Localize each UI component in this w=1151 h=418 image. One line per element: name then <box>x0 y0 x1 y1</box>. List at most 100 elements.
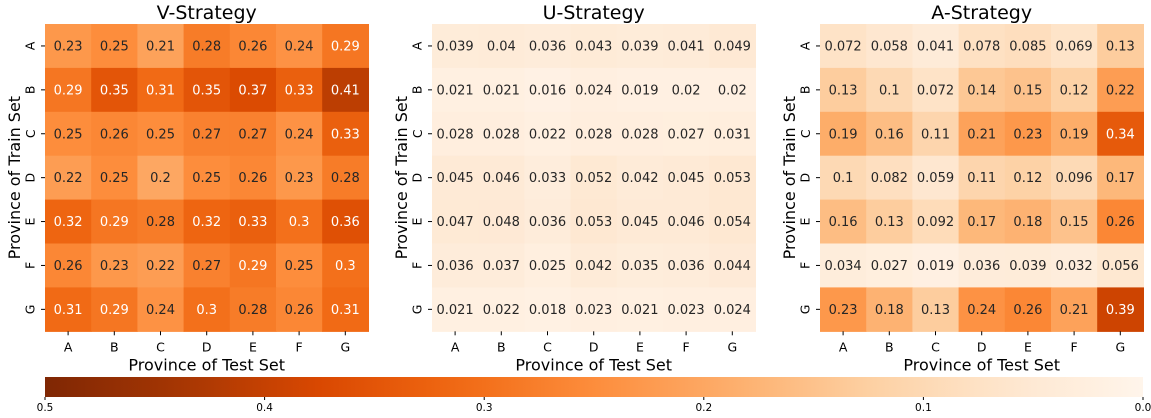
heatmap-cell <box>183 24 231 69</box>
x-tick-label: E <box>249 339 257 354</box>
cell-value-label: 0.24 <box>285 127 314 142</box>
cell-value-label: 0.23 <box>829 303 858 318</box>
heatmap-cell <box>524 287 572 332</box>
y-axis-label: Province of Train Set <box>392 96 411 259</box>
cell-value-label: 0.22 <box>1106 83 1135 98</box>
cell-value-label: 0.072 <box>824 39 861 54</box>
cell-value-label: 0.17 <box>1106 171 1135 186</box>
y-tick-label: B <box>410 86 425 95</box>
heatmap-cell <box>478 111 525 157</box>
cell-value-label: 0.24 <box>146 303 175 318</box>
cell-value-label: 0.045 <box>621 215 658 230</box>
cell-value-label: 0.35 <box>192 83 221 98</box>
heatmap-cell <box>820 199 867 245</box>
heatmap-cell <box>1051 111 1098 157</box>
heatmap-cell <box>432 243 479 288</box>
y-tick-label: G <box>798 305 813 315</box>
cell-value-label: 0.17 <box>967 215 996 230</box>
heatmap-cell <box>616 111 664 157</box>
cell-value-label: 0.028 <box>483 127 520 142</box>
heatmap-cell <box>1004 199 1052 245</box>
heatmap-cell <box>45 67 92 113</box>
cell-value-label: 0.25 <box>146 127 175 142</box>
y-tick-label: A <box>23 41 38 50</box>
heatmap-cell <box>229 199 277 245</box>
cell-value-label: 0.22 <box>54 171 83 186</box>
heatmap-cell <box>709 111 756 157</box>
x-tick-label: E <box>1024 339 1032 354</box>
cell-value-label: 0.024 <box>714 303 751 318</box>
y-tick-label: B <box>23 86 38 95</box>
heatmap-cell <box>958 111 1006 157</box>
cell-value-label: 0.041 <box>667 39 704 54</box>
heatmap-cell <box>276 199 323 245</box>
cell-value-label: 0.042 <box>575 259 612 274</box>
cell-value-label: 0.24 <box>967 303 996 318</box>
cell-value-label: 0.022 <box>483 303 520 318</box>
cell-value-label: 0.043 <box>575 39 612 54</box>
heatmap-cell <box>524 111 572 157</box>
heatmap-panels: V-Strategy 0.23 0.25 0.21 0.28 0.26 0.24 0.29 0.… <box>5 2 1144 374</box>
heatmap-cell <box>478 243 525 288</box>
heatmap-cell <box>432 287 479 332</box>
y-tick-label: G <box>410 305 425 315</box>
cell-value-label: 0.053 <box>714 171 751 186</box>
heatmap-cell <box>524 155 572 201</box>
cell-value-label: 0.035 <box>621 259 658 274</box>
cell-value-label: 0.29 <box>54 83 83 98</box>
heatmap-cell <box>91 287 138 332</box>
heatmap-cell <box>866 155 913 201</box>
colorbar-tick-label: 0.3 <box>476 402 493 414</box>
heatmap-cell <box>276 243 323 288</box>
cell-value-label: 0.19 <box>1060 127 1089 142</box>
cell-value-label: 0.056 <box>1102 259 1139 274</box>
cell-value-label: 0.29 <box>100 303 129 318</box>
cell-value-label: 0.25 <box>100 39 129 54</box>
heatmap-cell <box>616 199 664 245</box>
cell-value-label: 0.039 <box>621 39 658 54</box>
heatmap-cell <box>91 155 138 201</box>
heatmap-cell <box>91 24 138 69</box>
cell-value-label: 0.021 <box>621 303 658 318</box>
cell-value-label: 0.032 <box>1055 259 1092 274</box>
heatmap-cell <box>137 199 185 245</box>
heatmap-cell <box>1097 287 1144 332</box>
cell-value-label: 0.054 <box>714 215 751 230</box>
y-tick-label: C <box>23 129 38 138</box>
heatmap-cell <box>478 199 525 245</box>
x-tick-label: A <box>839 339 848 354</box>
y-tick-label: A <box>410 41 425 50</box>
cell-value-label: 0.024 <box>575 83 612 98</box>
cell-value-label: 0.31 <box>146 83 175 98</box>
colorbar-gradient <box>45 377 1143 397</box>
heatmap-cell <box>663 111 710 157</box>
heatmap-cell <box>229 24 277 69</box>
cell-value-label: 0.2 <box>150 171 171 186</box>
cell-value-label: 0.28 <box>331 171 360 186</box>
y-tick-label: E <box>410 218 425 226</box>
cell-value-label: 0.036 <box>529 215 566 230</box>
cell-value-label: 0.052 <box>575 171 612 186</box>
cell-value-label: 0.29 <box>100 215 129 230</box>
cell-value-label: 0.069 <box>1055 39 1092 54</box>
cell-value-label: 0.034 <box>824 259 861 274</box>
x-axis-label: Province of Test Set <box>903 355 1060 374</box>
cell-value-label: 0.34 <box>1106 127 1135 142</box>
colorbar-tick-label: 0.5 <box>37 402 54 414</box>
heatmap-cell <box>45 287 92 332</box>
heatmap-cell <box>322 24 369 69</box>
cell-value-label: 0.021 <box>436 83 473 98</box>
y-tick-label: D <box>410 173 425 183</box>
cell-value-label: 0.045 <box>667 171 704 186</box>
cell-value-label: 0.085 <box>1009 39 1046 54</box>
colorbar-tick-label: 0.0 <box>1135 402 1151 414</box>
cell-value-label: 0.041 <box>917 39 954 54</box>
x-tick-label: C <box>156 339 165 354</box>
heatmap-cell <box>1097 243 1144 288</box>
heatmap-cell <box>322 287 369 332</box>
heatmap-cell <box>229 243 277 288</box>
y-axis-label: Province of Train Set <box>5 96 24 259</box>
heatmap-cell <box>912 243 960 288</box>
heatmap-cell <box>45 199 92 245</box>
